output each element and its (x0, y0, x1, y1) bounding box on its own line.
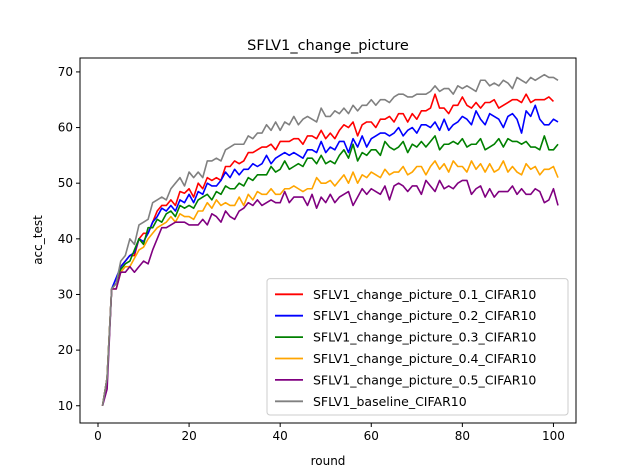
legend-label: SFLV1_change_picture_0.4_CIFAR10 (313, 351, 536, 366)
plot-frame (79, 57, 577, 424)
series-line-3 (101, 135, 559, 406)
x-tick-label: 20 (181, 429, 196, 443)
x-axis-label: round (311, 454, 346, 468)
legend-label: SFLV1_change_picture_0.2_CIFAR10 (313, 308, 536, 323)
series-line-1 (101, 93, 555, 406)
x-axis: 0 20 40 60 80 100 (94, 423, 565, 443)
y-tick-label: 60 (58, 121, 73, 135)
x-tick-label: 0 (94, 429, 102, 443)
legend: SFLV1_change_picture_0.1_CIFAR10 SFLV1_ch… (266, 278, 569, 416)
y-axis-label: acc_test (31, 215, 45, 265)
y-tick-label: 70 (58, 65, 73, 79)
legend-label: SFLV1_change_picture_0.3_CIFAR10 (313, 330, 536, 345)
y-tick-label: 10 (58, 399, 73, 413)
series-line-5 (101, 179, 559, 406)
x-tick-label: 60 (364, 429, 379, 443)
legend-label: SFLV1_baseline_CIFAR10 (313, 394, 467, 409)
series-lines (101, 73, 559, 406)
legend-label: SFLV1_change_picture_0.1_CIFAR10 (313, 287, 536, 302)
x-tick-label: 40 (273, 429, 288, 443)
series-line-6 (101, 73, 559, 406)
y-tick-label: 50 (58, 176, 73, 190)
legend-label: SFLV1_change_picture_0.5_CIFAR10 (313, 372, 536, 387)
legend-box (266, 278, 569, 416)
chart-title: SFLV1_change_picture (247, 38, 409, 54)
y-tick-label: 40 (58, 232, 73, 246)
y-tick-label: 20 (58, 343, 73, 357)
series-line-2 (101, 104, 559, 406)
y-axis: 10 20 30 40 50 60 70 (58, 65, 80, 413)
x-tick-label: 100 (542, 429, 565, 443)
x-tick-label: 80 (455, 429, 470, 443)
y-tick-label: 30 (58, 287, 73, 301)
series-line-4 (101, 160, 559, 406)
